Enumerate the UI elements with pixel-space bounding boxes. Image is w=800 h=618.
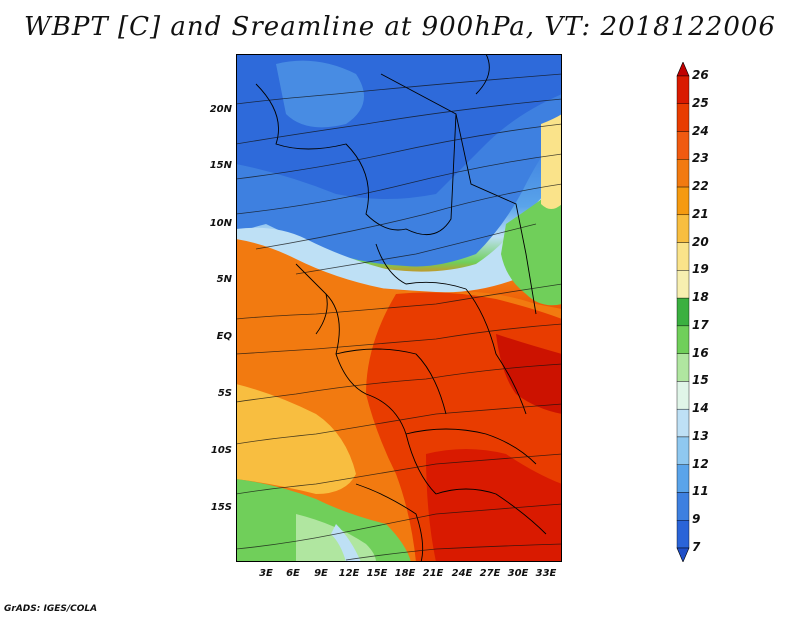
lon-label: 33E: [535, 568, 557, 579]
colorbar-swatch: [676, 520, 690, 549]
country-borders: [255, 54, 547, 562]
colorbar-label: 9: [692, 512, 701, 527]
colorbar-swatch: [676, 297, 690, 327]
streamlines: [236, 73, 562, 561]
deep-red-east: [496, 334, 562, 414]
colorbar-top-arrow: [676, 62, 690, 77]
light-blue-patch: [276, 60, 364, 128]
colorbar-label: 12: [692, 456, 709, 471]
lon-label: 24E: [451, 568, 473, 579]
colorbar-label: 19: [692, 262, 709, 277]
lat-label: 20N: [209, 104, 232, 115]
colorbar-label: 26: [692, 68, 709, 82]
map-panel: [236, 54, 562, 562]
lat-label: 10N: [209, 218, 232, 229]
colorbar-label: 21: [692, 206, 709, 221]
colorbar: [676, 62, 690, 562]
colorbar-label: 14: [692, 401, 709, 416]
colorbar-label: 17: [692, 317, 709, 332]
lon-label: 27E: [479, 568, 501, 579]
lat-label: 15S: [210, 502, 232, 513]
colorbar-label: 23: [692, 151, 709, 166]
map-frame: [236, 54, 562, 562]
wbpt-field-map: [236, 54, 562, 562]
colorbar-swatch: [676, 464, 690, 493]
colorbar-swatch: [676, 242, 690, 271]
lon-label: 21E: [422, 568, 444, 579]
colorbar-label: 16: [692, 345, 709, 360]
colorbar-label: 11: [692, 484, 709, 499]
green-east: [501, 184, 562, 306]
colorbar-label: 7: [692, 540, 701, 554]
colorbar-label: 24: [692, 123, 709, 138]
colorbar-swatch: [676, 103, 690, 132]
colorbar-swatch: [676, 131, 690, 160]
colorbar-label: 13: [692, 428, 709, 443]
colorbar-label: 25: [692, 95, 709, 110]
colorbar-label: 18: [692, 290, 709, 305]
lon-label: 18E: [394, 568, 416, 579]
lon-label: 3E: [259, 568, 273, 579]
colorbar-swatch: [676, 381, 690, 410]
lat-label: EQ: [216, 331, 232, 342]
yellow-southwest: [236, 384, 356, 494]
colorbar-swatch: [676, 353, 690, 382]
lon-label: 9E: [314, 568, 328, 579]
chart-title: WBPT [C] and Sreamline at 900hPa, VT: 20…: [24, 12, 776, 42]
light-band: [236, 174, 562, 293]
colorbar-swatch: [676, 325, 690, 354]
lat-label: 15N: [209, 160, 232, 171]
colorbar-swatch: [676, 75, 690, 104]
colorbar-label: 20: [692, 234, 709, 249]
deep-red-south: [426, 449, 562, 562]
colorbar-swatch: [676, 492, 690, 521]
colorbar-swatch: [676, 214, 690, 243]
lat-label: 10S: [210, 445, 232, 456]
colorbar-swatch: [676, 408, 690, 438]
colorbar-swatch: [676, 159, 690, 188]
lat-label: 5S: [217, 388, 232, 399]
colorbar-bottom-arrow: [676, 547, 690, 562]
colorbar-swatch: [676, 186, 690, 216]
lat-label: 5N: [216, 274, 232, 285]
green-southwest: [236, 479, 411, 562]
lon-label: 15E: [366, 568, 388, 579]
lon-label: 6E: [286, 568, 300, 579]
colorbar-swatch: [676, 270, 690, 299]
lon-label: 30E: [507, 568, 529, 579]
credit-text: GrADS: IGES/COLA: [4, 604, 98, 614]
yellow-east-strip: [541, 114, 562, 209]
colorbar-label: 22: [692, 179, 709, 194]
colorbar-label: 15: [692, 373, 709, 388]
colorbar-swatch: [676, 436, 690, 465]
lon-label: 12E: [338, 568, 360, 579]
